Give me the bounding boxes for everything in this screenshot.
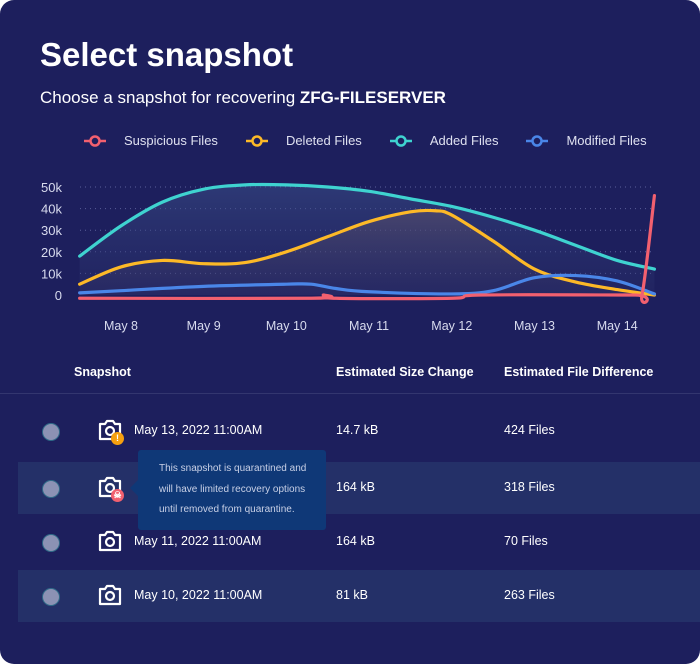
size-change: 164 kB — [336, 480, 375, 494]
table-row[interactable]: May 10, 2022 11:00AM 81 kB 263 Files — [18, 570, 700, 622]
chart-legend: Suspicious Files Deleted Files Added Fil… — [84, 133, 675, 148]
file-difference: 263 Files — [504, 588, 555, 602]
file-difference: 70 Files — [504, 534, 548, 548]
size-change: 81 kB — [336, 588, 368, 602]
legend-added[interactable]: Added Files — [389, 133, 499, 148]
camera-icon — [98, 530, 122, 552]
y-tick-label: 0 — [55, 288, 62, 303]
suspicious-files-line — [78, 194, 657, 304]
header-size-change: Estimated Size Change — [336, 365, 474, 379]
x-tick-label: May 13 — [514, 319, 555, 333]
snapshot-date: May 13, 2022 11:00AM — [134, 423, 263, 437]
legend-suspicious[interactable]: Suspicious Files — [84, 133, 218, 148]
select-radio[interactable] — [42, 534, 60, 552]
added-marker-icon — [389, 134, 412, 147]
quarantined-badge-icon: ☠ — [111, 489, 124, 502]
camera-icon — [98, 584, 122, 606]
legend-label: Modified Files — [566, 133, 647, 148]
legend-label: Deleted Files — [285, 133, 362, 148]
modified-files-line — [78, 273, 657, 296]
x-tick-label: May 9 — [187, 319, 221, 333]
file-activity-chart: 0 10k 20k 30k 40k 50k May 8 May 9 May 10 May 11 Ma… — [41, 180, 657, 333]
y-tick-label: 30k — [41, 223, 62, 238]
table-row[interactable]: May 11, 2022 11:00AM 164 kB 70 Files — [18, 516, 700, 568]
snapshot-date: May 10, 2022 11:00AM — [134, 588, 263, 602]
size-change: 14.7 kB — [336, 423, 379, 437]
tooltip-line: until removed from quarantine. — [159, 504, 295, 515]
y-tick-label: 20k — [41, 245, 62, 260]
x-tick-label: May 12 — [431, 319, 472, 333]
legend-deleted[interactable]: Deleted Files — [245, 133, 362, 148]
camera-icon — [98, 476, 122, 498]
subtitle: Choose a snapshot for recovering ZFG-FIL… — [40, 88, 446, 108]
x-tick-label: May 11 — [349, 319, 389, 333]
camera-icon — [98, 419, 122, 441]
deleted-files-area — [79, 210, 655, 295]
select-radio[interactable] — [42, 423, 60, 441]
select-radio[interactable] — [42, 588, 60, 606]
y-tick-label: 40k — [41, 202, 62, 217]
deleted-marker-icon — [245, 134, 268, 147]
x-tick-label: May 10 — [266, 319, 307, 333]
page-title: Select snapshot — [40, 36, 294, 73]
y-tick-label: 10k — [41, 266, 62, 281]
modified-marker-icon — [526, 134, 549, 147]
subtitle-prefix: Choose a snapshot for recovering — [40, 88, 300, 107]
x-tick-label: May 14 — [597, 319, 638, 333]
tooltip-line: will have limited recovery options — [159, 483, 306, 495]
table-row[interactable]: ! May 13, 2022 11:00AM 14.7 kB 424 Files — [18, 405, 700, 457]
x-tick-label: May 8 — [104, 319, 138, 333]
divider — [0, 393, 700, 394]
snapshot-date: May 11, 2022 11:00AM — [134, 534, 262, 548]
size-change: 164 kB — [336, 534, 375, 548]
server-name: ZFG-FILESERVER — [299, 88, 446, 107]
tooltip-line: This snapshot is quarantined and — [159, 463, 307, 474]
legend-label: Added Files — [429, 133, 499, 148]
legend-label: Suspicious Files — [124, 133, 218, 148]
header-snapshot: Snapshot — [74, 365, 131, 379]
table-row[interactable]: ☠ 164 kB 318 Files — [18, 462, 700, 514]
added-files-line — [78, 182, 657, 271]
file-difference: 424 Files — [504, 423, 555, 437]
suspicious-marker-icon — [84, 134, 106, 147]
file-difference: 318 Files — [504, 480, 555, 494]
y-tick-label: 50k — [41, 180, 62, 195]
header-file-difference: Estimated File Difference — [504, 365, 654, 379]
select-radio[interactable] — [42, 480, 60, 498]
quarantine-tooltip: This snapshot is quarantined and will ha… — [130, 450, 326, 530]
legend-modified[interactable]: Modified Files — [526, 133, 647, 148]
warning-badge-icon: ! — [111, 432, 124, 445]
